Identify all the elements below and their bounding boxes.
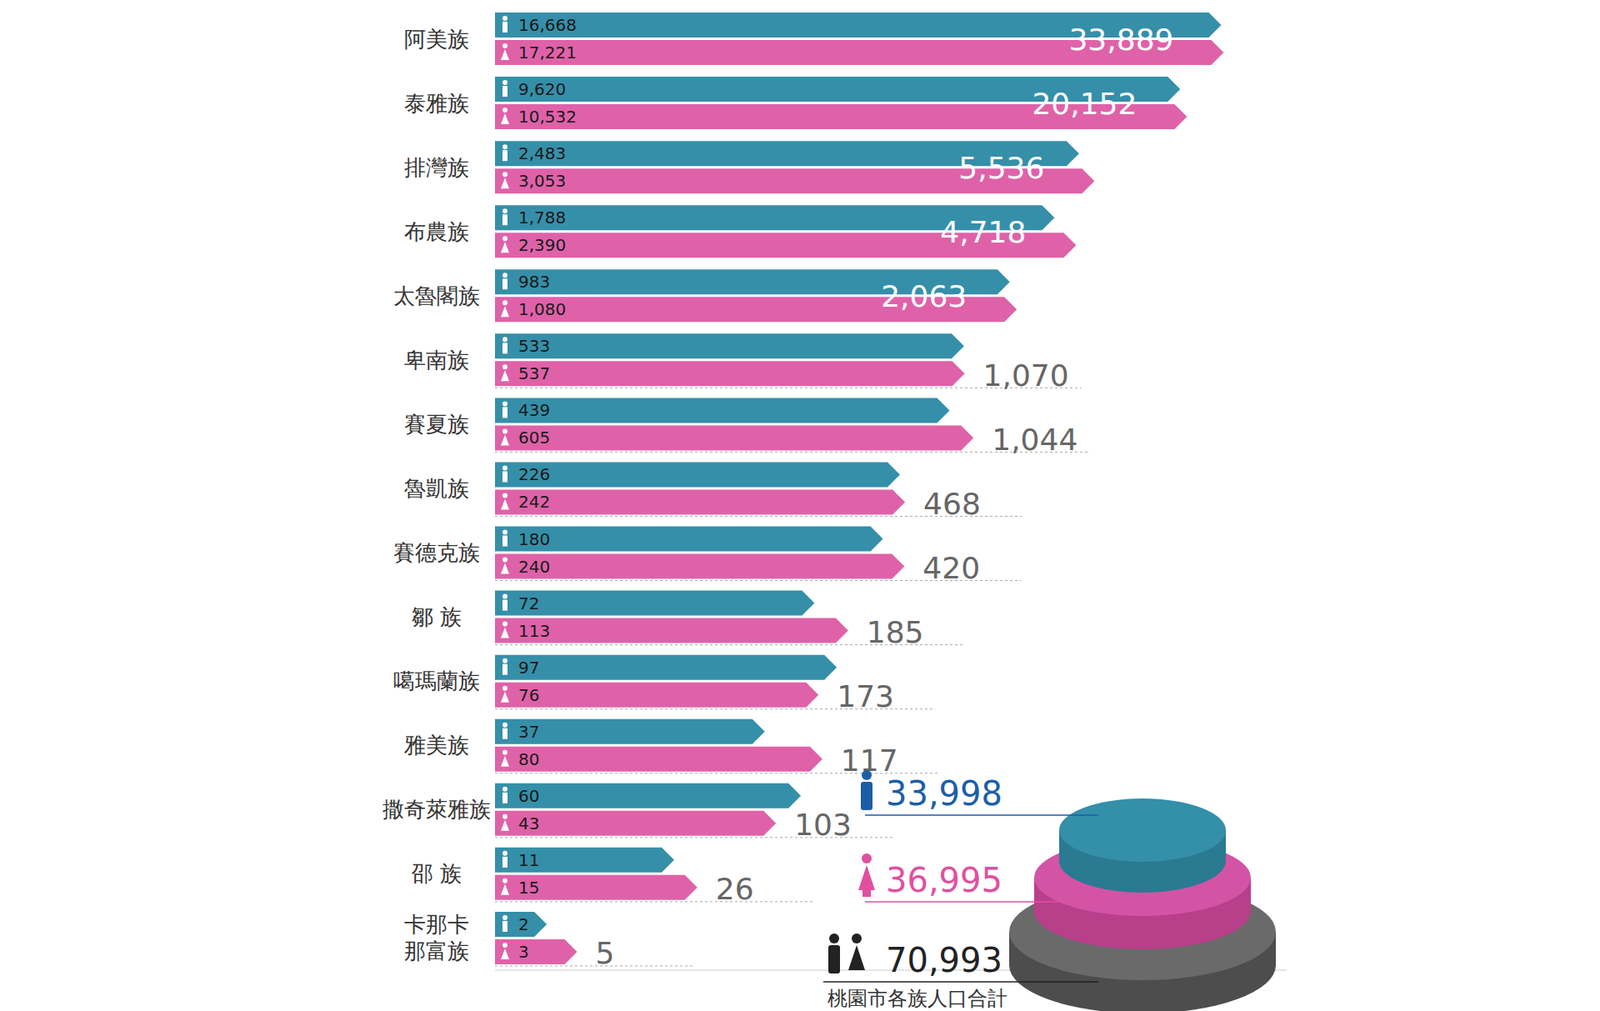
svg-text:537: 537 xyxy=(518,363,550,384)
svg-text:43: 43 xyxy=(518,813,540,834)
svg-text:4,718: 4,718 xyxy=(940,215,1026,250)
svg-text:70,993: 70,993 xyxy=(885,940,1003,980)
svg-text:36,995: 36,995 xyxy=(885,860,1003,900)
svg-text:533: 533 xyxy=(518,335,550,356)
svg-text:76: 76 xyxy=(518,685,540,705)
svg-text:1,070: 1,070 xyxy=(983,358,1070,393)
svg-text:72: 72 xyxy=(518,593,540,614)
svg-text:2,483: 2,483 xyxy=(518,143,566,164)
svg-text:2: 2 xyxy=(518,914,530,935)
svg-text:33,889: 33,889 xyxy=(1068,22,1174,57)
svg-text:17,221: 17,221 xyxy=(518,42,577,63)
svg-text:37: 37 xyxy=(518,721,540,742)
svg-text:468: 468 xyxy=(923,486,981,521)
svg-text:布農族: 布農族 xyxy=(404,219,470,245)
svg-text:1,080: 1,080 xyxy=(518,299,566,320)
svg-text:15: 15 xyxy=(518,877,540,898)
svg-text:3,053: 3,053 xyxy=(518,170,566,191)
svg-text:10,532: 10,532 xyxy=(518,106,577,127)
svg-text:泰雅族: 泰雅族 xyxy=(404,90,470,116)
svg-text:5: 5 xyxy=(595,935,615,970)
svg-text:605: 605 xyxy=(518,427,550,448)
svg-text:卑南族: 卑南族 xyxy=(404,347,470,373)
svg-text:16,668: 16,668 xyxy=(518,15,577,35)
svg-text:80: 80 xyxy=(518,749,540,770)
svg-text:60: 60 xyxy=(518,785,540,806)
svg-text:185: 185 xyxy=(866,615,925,650)
svg-text:439: 439 xyxy=(518,400,550,420)
svg-text:420: 420 xyxy=(922,550,980,585)
svg-text:鄒 族: 鄒 族 xyxy=(411,604,462,630)
svg-text:桃園市各族人口合計: 桃園市各族人口合計 xyxy=(827,986,1008,1010)
svg-text:噶瑪蘭族: 噶瑪蘭族 xyxy=(393,668,480,694)
svg-text:阿美族: 阿美族 xyxy=(404,26,470,52)
svg-text:卡那卡: 卡那卡 xyxy=(404,911,470,937)
svg-text:2,390: 2,390 xyxy=(518,235,566,255)
svg-text:33,998: 33,998 xyxy=(885,774,1003,813)
svg-text:撒奇萊雅族: 撒奇萊雅族 xyxy=(382,796,491,822)
svg-text:26: 26 xyxy=(715,871,755,906)
svg-text:97: 97 xyxy=(518,657,540,678)
svg-text:那富族: 那富族 xyxy=(404,938,470,964)
svg-text:1,788: 1,788 xyxy=(518,207,566,228)
svg-text:5,536: 5,536 xyxy=(958,150,1045,185)
svg-text:173: 173 xyxy=(836,679,895,714)
svg-text:11: 11 xyxy=(518,850,540,870)
svg-text:113: 113 xyxy=(518,620,550,641)
svg-text:117: 117 xyxy=(840,743,899,778)
svg-text:983: 983 xyxy=(518,271,550,292)
svg-text:1,044: 1,044 xyxy=(991,422,1078,457)
svg-text:賽夏族: 賽夏族 xyxy=(404,411,470,437)
svg-text:魯凱族: 魯凱族 xyxy=(404,475,470,501)
svg-text:9,620: 9,620 xyxy=(518,79,566,100)
svg-text:240: 240 xyxy=(518,556,550,577)
svg-text:太魯閣族: 太魯閣族 xyxy=(393,283,480,309)
svg-text:賽德克族: 賽德克族 xyxy=(393,540,480,565)
svg-text:雅美族: 雅美族 xyxy=(404,732,470,758)
svg-text:邵 族: 邵 族 xyxy=(411,860,462,886)
svg-text:103: 103 xyxy=(794,807,852,842)
svg-text:3: 3 xyxy=(518,941,530,962)
svg-text:226: 226 xyxy=(518,464,550,485)
svg-text:180: 180 xyxy=(518,529,550,550)
svg-text:2,063: 2,063 xyxy=(880,279,967,314)
svg-text:20,152: 20,152 xyxy=(1031,86,1137,121)
svg-text:排灣族: 排灣族 xyxy=(404,155,470,180)
svg-text:242: 242 xyxy=(518,491,550,512)
